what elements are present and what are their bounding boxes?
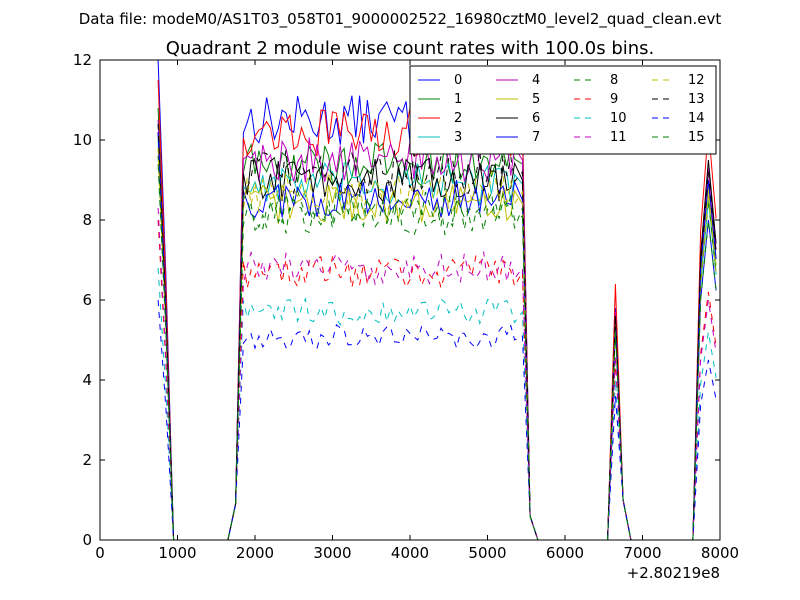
series-line-14 (157, 299, 717, 540)
series-line-10 (157, 267, 717, 540)
chart-title: Quadrant 2 module wise count rates with … (166, 38, 655, 59)
figure-suptitle: Data file: modeM0/AS1T03_058T01_90000025… (79, 10, 722, 29)
legend-label-5: 5 (532, 92, 540, 107)
x-tick-label: 3000 (313, 544, 351, 562)
plot-lines (157, 60, 717, 540)
y-tick-label: 0 (82, 531, 92, 549)
plot-frame (99, 59, 721, 541)
y-tick-label: 4 (82, 371, 92, 389)
legend-label-10: 10 (610, 111, 627, 126)
legend-label-8: 8 (610, 73, 618, 88)
series-line-12 (157, 147, 717, 540)
y-tick-label: 8 (82, 211, 92, 229)
x-tick-label: 6000 (546, 544, 584, 562)
legend-label-15: 15 (688, 130, 705, 145)
x-offset-label: +2.80219e8 (627, 564, 720, 582)
y-tick-label: 6 (82, 291, 92, 309)
x-tick-label: 5000 (468, 544, 506, 562)
y-tick-label: 2 (82, 451, 92, 469)
legend-label-7: 7 (532, 130, 540, 145)
legend-label-0: 0 (454, 73, 462, 88)
legend-label-6: 6 (532, 111, 540, 126)
x-tick-label: 7000 (623, 544, 661, 562)
series-line-6 (157, 131, 717, 540)
legend-box (409, 65, 717, 155)
x-tick-label: 8000 (701, 544, 739, 562)
axis-ticks: 0 1000 2000 3000 4000 5000 6000 7000 80000246810… (73, 51, 739, 562)
series-line-13 (157, 123, 717, 540)
legend-label-2: 2 (454, 111, 462, 126)
legend-label-14: 14 (688, 111, 705, 126)
series-line-11 (157, 207, 717, 540)
y-tick-label: 12 (73, 51, 92, 69)
series-line-8 (157, 155, 717, 540)
y-tick-label: 10 (73, 131, 92, 149)
legend-label-11: 11 (610, 130, 627, 145)
x-tick-label: 1000 (158, 544, 196, 562)
series-line-5 (157, 147, 717, 540)
legend-label-13: 13 (688, 92, 705, 107)
legend-label-3: 3 (454, 130, 462, 145)
series-line-15 (157, 163, 717, 540)
x-tick-label: 0 (95, 544, 105, 562)
legend-label-4: 4 (532, 73, 540, 88)
x-tick-label: 4000 (391, 544, 429, 562)
x-tick-label: 2000 (236, 544, 274, 562)
legend-label-1: 1 (454, 92, 462, 107)
legend-label-9: 9 (610, 92, 618, 107)
legend-label-12: 12 (688, 73, 705, 88)
